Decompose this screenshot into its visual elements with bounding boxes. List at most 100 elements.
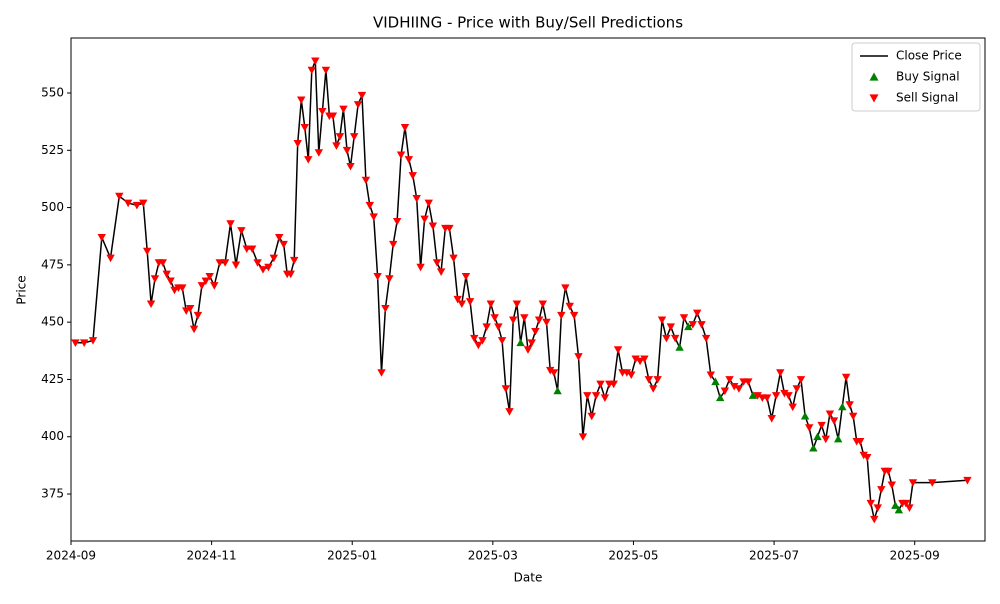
- legend-swatch: [869, 72, 879, 81]
- sell-marker: [321, 66, 331, 75]
- sell-marker: [870, 515, 879, 524]
- sell-marker: [377, 369, 386, 377]
- sell-marker: [784, 392, 793, 400]
- sell-marker: [569, 311, 579, 320]
- sell-marker: [490, 314, 499, 322]
- sell-marker: [591, 392, 601, 400]
- sell-marker: [640, 355, 649, 364]
- sell-marker: [139, 199, 148, 208]
- legend-swatch: [869, 94, 879, 103]
- sell-marker: [304, 156, 313, 164]
- legend: Close Price Buy Signal Sell Signal: [851, 42, 981, 112]
- buy-marker: [894, 505, 904, 514]
- sell-marker: [231, 261, 241, 270]
- sell-marker: [237, 227, 246, 235]
- sell-marker: [725, 376, 734, 384]
- sell-marker: [561, 284, 570, 292]
- x-tick-label: 2025-07: [749, 549, 799, 563]
- sell-marker: [166, 277, 175, 286]
- sell-marker: [339, 105, 348, 114]
- sell-marker: [369, 213, 378, 221]
- x-tick-label: 2025-03: [468, 549, 518, 563]
- legend-label: Buy Signal: [896, 70, 960, 84]
- buy-marker: [891, 501, 900, 509]
- sell-marker: [542, 318, 551, 327]
- sell-marker: [771, 392, 781, 400]
- sell-marker: [692, 309, 702, 318]
- sell-marker: [353, 101, 363, 109]
- sell-marker: [877, 486, 886, 494]
- sell-marker: [412, 195, 421, 203]
- sell-marker: [470, 334, 479, 343]
- sell-marker: [400, 124, 410, 132]
- sell-marker: [123, 199, 133, 208]
- sell-marker: [253, 259, 262, 267]
- sell-marker: [549, 369, 559, 377]
- sell-marker: [396, 151, 406, 160]
- sell-marker: [963, 476, 972, 485]
- sell-marker: [805, 424, 814, 432]
- sell-marker: [342, 146, 352, 155]
- sell-marker: [142, 247, 152, 256]
- buy-marker: [838, 402, 847, 411]
- x-tick-label: 2025-09: [890, 549, 940, 563]
- sell-marker: [478, 337, 487, 345]
- sell-marker: [349, 133, 359, 141]
- sell-marker: [596, 380, 605, 389]
- sell-marker: [788, 403, 797, 412]
- sell-marker: [461, 272, 471, 281]
- sell-marker: [346, 162, 355, 171]
- buy-marker: [833, 434, 843, 443]
- sell-marker: [416, 263, 425, 272]
- buy-marker: [675, 343, 684, 351]
- y-tick-label: 400: [41, 429, 64, 443]
- sell-marker: [508, 316, 518, 325]
- sell-marker: [512, 300, 522, 309]
- sell-marker: [644, 376, 654, 384]
- sell-marker: [436, 268, 446, 276]
- sell-marker: [649, 385, 658, 393]
- sell-marker: [501, 385, 510, 393]
- sell-marker: [609, 380, 618, 389]
- sell-marker: [307, 66, 317, 75]
- sell-marker: [776, 369, 785, 377]
- sell-marker: [583, 392, 592, 400]
- sell-marker: [767, 415, 776, 423]
- y-axis-label: Price: [15, 275, 29, 304]
- sell-marker: [762, 394, 772, 402]
- x-tick-label: 2024-11: [187, 549, 237, 563]
- sell-marker: [546, 366, 555, 375]
- sell-marker: [197, 282, 207, 290]
- buy-marker: [553, 386, 562, 395]
- sell-marker: [905, 504, 914, 512]
- sell-marker: [482, 323, 491, 331]
- sell-marker: [365, 201, 375, 210]
- sell-marker: [856, 437, 865, 446]
- sell-marker: [115, 192, 124, 201]
- y-tick-label: 450: [41, 315, 64, 329]
- sell-marker: [404, 156, 414, 164]
- sell-marker: [185, 305, 195, 313]
- sell-marker: [901, 499, 911, 508]
- y-tick-label: 500: [41, 200, 64, 214]
- sell-marker: [631, 355, 640, 364]
- sell-marker: [205, 272, 214, 281]
- legend-box: [851, 42, 981, 112]
- sell-marker: [178, 284, 187, 292]
- sell-marker: [311, 57, 320, 66]
- sell-marker: [486, 300, 495, 309]
- sell-marker: [132, 201, 142, 210]
- sell-marker: [613, 346, 623, 354]
- sell-marker: [578, 433, 588, 441]
- sell-marker: [420, 215, 429, 224]
- sell-marker: [671, 334, 680, 343]
- sell-marker: [247, 245, 257, 254]
- sell-marker: [538, 300, 548, 309]
- sell-marker: [242, 245, 251, 254]
- sell-marker: [432, 259, 442, 267]
- sell-marker: [189, 325, 199, 334]
- sell-marker: [666, 323, 676, 331]
- sell-marker: [275, 234, 284, 242]
